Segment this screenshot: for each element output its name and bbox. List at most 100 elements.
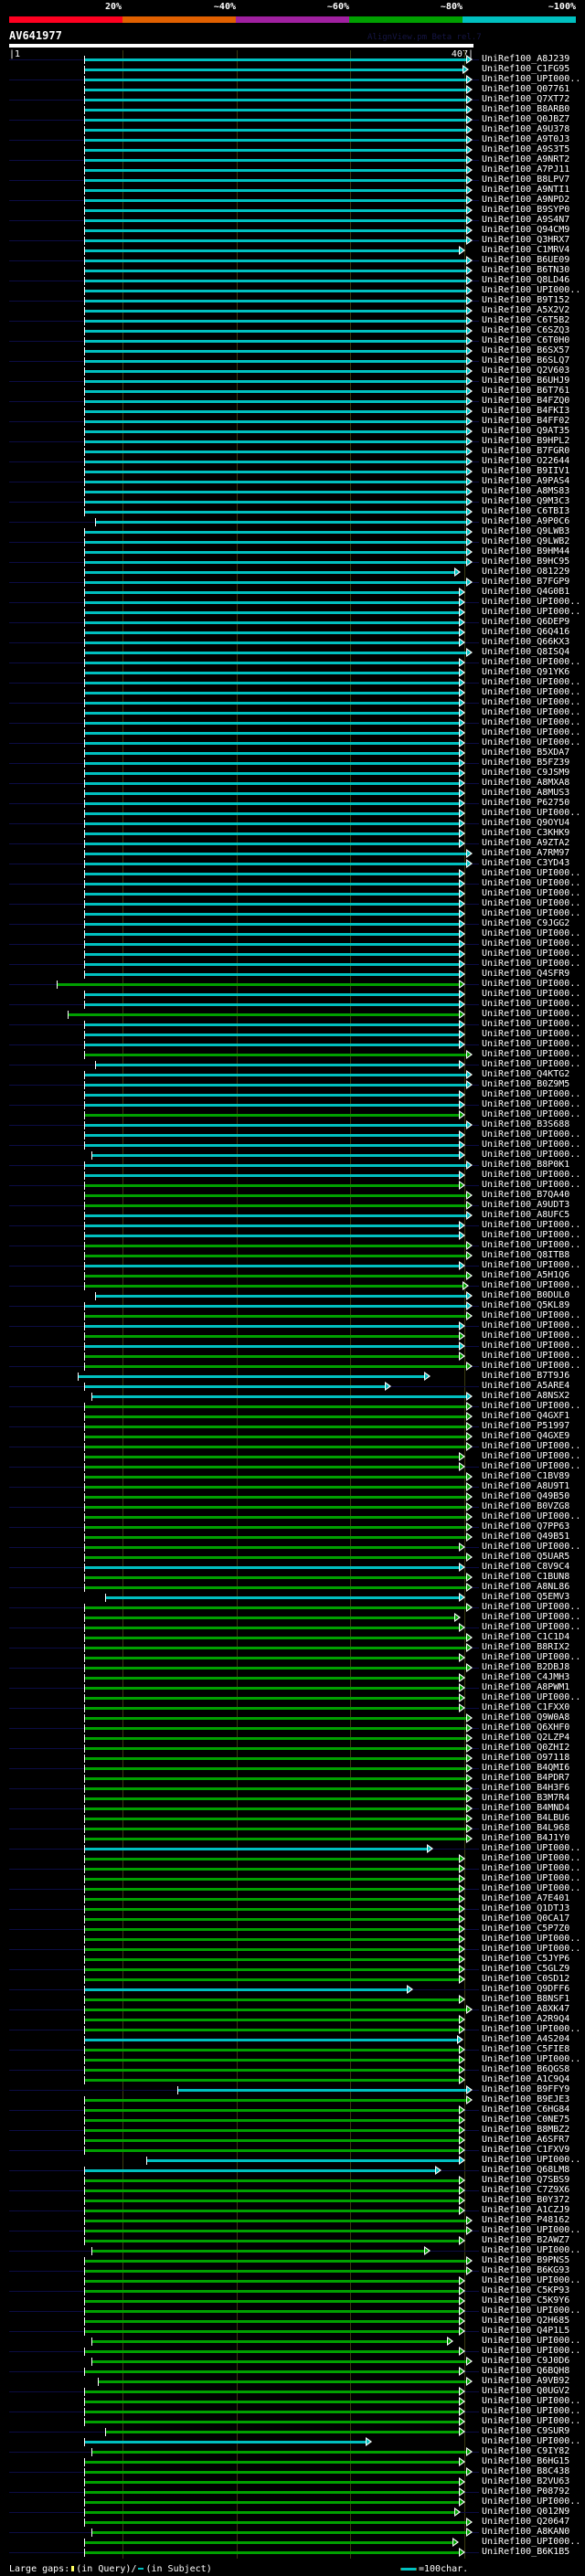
hit-label[interactable]: UniRef100_B6SLQ7 (482, 355, 570, 366)
alignment-bar[interactable] (84, 1556, 467, 1559)
hit-label[interactable]: UniRef100_Q91YK6 (482, 667, 570, 677)
alignment-bar[interactable] (84, 1034, 461, 1036)
alignment-bar[interactable] (84, 471, 467, 473)
hit-label[interactable]: UniRef100_B2VU63 (482, 2476, 570, 2486)
alignment-bar[interactable] (84, 1757, 467, 1760)
alignment-bar[interactable] (84, 1214, 467, 1217)
hit-label[interactable]: UniRef100_A1C9Q4 (482, 2074, 570, 2084)
hit-label[interactable]: UniRef100_B4J1Y0 (482, 1833, 570, 1843)
alignment-bar[interactable] (84, 1958, 461, 1961)
hit-label[interactable]: UniRef100_UPI000.. (482, 1140, 581, 1150)
alignment-bar[interactable] (84, 863, 467, 865)
hit-label[interactable]: UniRef100_UPI000.. (482, 959, 581, 969)
alignment-bar[interactable] (84, 2240, 461, 2242)
hit-label[interactable]: UniRef100_A8PWM1 (482, 1682, 570, 1692)
alignment-bar[interactable] (84, 1938, 461, 1941)
hit-label[interactable]: UniRef100_Q4P1L5 (482, 2326, 570, 2336)
hit-label[interactable]: UniRef100_C6HG84 (482, 2104, 570, 2115)
alignment-bar[interactable] (84, 1446, 467, 1448)
alignment-bar[interactable] (84, 2310, 461, 2313)
hit-label[interactable]: UniRef100_UPI000.. (482, 1029, 581, 1039)
alignment-bar[interactable] (84, 1124, 467, 1127)
hit-label[interactable]: UniRef100_C6SZQ3 (482, 325, 570, 335)
alignment-bar[interactable] (84, 1174, 461, 1177)
hit-label[interactable]: UniRef100_A8UFC5 (482, 1210, 570, 1220)
hit-label[interactable]: UniRef100_UPI000.. (482, 677, 581, 687)
hit-label[interactable]: UniRef100_B9IIV1 (482, 466, 570, 476)
hit-label[interactable]: UniRef100_UPI000.. (482, 1039, 581, 1049)
hit-label[interactable]: UniRef100_Q4GXF1 (482, 1411, 570, 1421)
hit-label[interactable]: UniRef100_UPI000.. (482, 1170, 581, 1180)
hit-label[interactable]: UniRef100_B8P0K1 (482, 1160, 570, 1170)
hit-label[interactable]: UniRef100_UPI000.. (482, 1511, 581, 1521)
hit-label[interactable]: UniRef100_UPI000.. (482, 2537, 581, 2547)
alignment-bar[interactable] (84, 149, 467, 152)
hit-label[interactable]: UniRef100_UPI000.. (482, 1652, 581, 1662)
hit-label[interactable]: UniRef100_O81229 (482, 567, 570, 577)
alignment-bar[interactable] (84, 109, 467, 111)
alignment-bar[interactable] (84, 853, 467, 855)
hit-label[interactable]: UniRef100_UPI000.. (482, 597, 581, 607)
hit-label[interactable]: UniRef100_UPI000.. (482, 1863, 581, 1873)
alignment-bar[interactable] (84, 400, 467, 403)
alignment-bar[interactable] (84, 1697, 461, 1700)
hit-label[interactable]: UniRef100_UPI000.. (482, 2275, 581, 2285)
hit-label[interactable]: UniRef100_C5GLZ9 (482, 1964, 570, 1974)
hit-label[interactable]: UniRef100_B0DUL0 (482, 1290, 570, 1300)
hit-label[interactable]: UniRef100_A8MXA8 (482, 778, 570, 788)
alignment-bar[interactable] (84, 370, 467, 373)
alignment-bar[interactable] (84, 229, 467, 232)
hit-label[interactable]: UniRef100_A5H1Q6 (482, 1270, 570, 1280)
alignment-bar[interactable] (84, 2260, 467, 2263)
hit-label[interactable]: UniRef100_B9EJE3 (482, 2094, 570, 2104)
hit-label[interactable]: UniRef100_Q2H685 (482, 2316, 570, 2326)
alignment-bar[interactable] (84, 189, 467, 192)
hit-label[interactable]: UniRef100_B4MND4 (482, 1803, 570, 1813)
alignment-bar[interactable] (84, 1345, 461, 1348)
hit-label[interactable]: UniRef100_A5X2V2 (482, 305, 570, 315)
hit-label[interactable]: UniRef100_UPI000.. (482, 1461, 581, 1471)
alignment-bar[interactable] (84, 1868, 461, 1871)
hit-label[interactable]: UniRef100_UPI000.. (482, 1602, 581, 1612)
hit-label[interactable]: UniRef100_B9T152 (482, 295, 570, 305)
alignment-bar[interactable] (84, 772, 461, 775)
alignment-bar[interactable] (94, 521, 467, 524)
hit-label[interactable]: UniRef100_Q2V603 (482, 366, 570, 376)
alignment-bar[interactable] (84, 99, 467, 101)
alignment-bar[interactable] (84, 1617, 456, 1619)
hit-label[interactable]: UniRef100_A9P0C6 (482, 516, 570, 526)
hit-label[interactable]: UniRef100_Q5KL89 (482, 1300, 570, 1310)
alignment-bar[interactable] (84, 1194, 467, 1197)
alignment-bar[interactable] (84, 1858, 461, 1860)
alignment-bar[interactable] (84, 1878, 461, 1881)
hit-label[interactable]: UniRef100_B6UHJ9 (482, 376, 570, 386)
hit-label[interactable]: UniRef100_P48162 (482, 2215, 570, 2225)
alignment-bar[interactable] (84, 1104, 461, 1107)
hit-label[interactable]: UniRef100_C3YD43 (482, 858, 570, 868)
hit-label[interactable]: UniRef100_A9NPD2 (482, 195, 570, 205)
hit-label[interactable]: UniRef100_UPI000.. (482, 1180, 581, 1190)
hit-label[interactable]: UniRef100_B9HM44 (482, 546, 570, 557)
hit-label[interactable]: UniRef100_Q9M3C3 (482, 496, 570, 506)
alignment-bar[interactable] (84, 2441, 367, 2443)
alignment-bar[interactable] (84, 873, 461, 875)
alignment-bar[interactable] (84, 742, 461, 745)
hit-label[interactable]: UniRef100_C9J0D6 (482, 2356, 570, 2366)
alignment-bar[interactable] (84, 280, 467, 282)
alignment-bar[interactable] (84, 1134, 461, 1137)
hit-label[interactable]: UniRef100_UPI000.. (482, 285, 581, 295)
alignment-bar[interactable] (84, 380, 467, 383)
hit-label[interactable]: UniRef100_UPI000.. (482, 737, 581, 747)
hit-label[interactable]: UniRef100_UPI000.. (482, 1330, 581, 1341)
hit-label[interactable]: UniRef100_B9SYP0 (482, 205, 570, 215)
hit-label[interactable]: UniRef100_A8NSX2 (482, 1391, 570, 1401)
alignment-bar[interactable] (77, 1375, 425, 1378)
alignment-bar[interactable] (84, 933, 461, 936)
alignment-bar[interactable] (84, 2330, 461, 2333)
hit-label[interactable]: UniRef100_P51997 (482, 1421, 570, 1431)
hit-label[interactable]: UniRef100_UPI000.. (482, 1351, 581, 1361)
hit-label[interactable]: UniRef100_B4QMI6 (482, 1763, 570, 1773)
alignment-bar[interactable] (84, 1023, 461, 1026)
alignment-bar[interactable] (84, 993, 461, 996)
alignment-bar[interactable] (84, 1546, 461, 1549)
